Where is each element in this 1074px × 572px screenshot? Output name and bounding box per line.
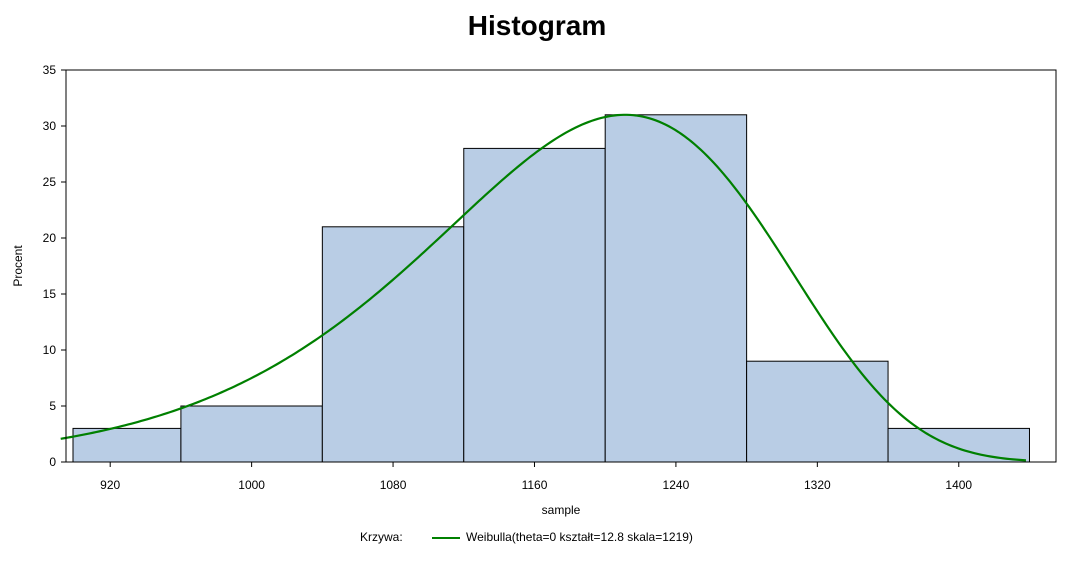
x-tick-label: 1080 [380,478,407,492]
chart-title: Histogram [467,10,607,41]
x-tick-label: 1240 [663,478,690,492]
y-tick-label: 5 [49,399,56,413]
x-tick-label: 1320 [804,478,831,492]
weibull-curve [60,113,1027,462]
y-tick-label: 0 [49,455,56,469]
y-tick-label: 25 [43,175,57,189]
y-axis-label: Procent [11,245,25,287]
legend-line-swatch [432,537,460,539]
y-tick-label: 10 [43,343,57,357]
y-tick-label: 15 [43,287,57,301]
histogram-bar [180,405,323,463]
legend-entry-weibull: Weibulla(theta=0 kształt=12.8 skala=1219… [466,530,693,544]
x-tick-label: 1000 [238,478,265,492]
legend: Krzywa: Weibulla(theta=0 kształt=12.8 sk… [0,528,1074,548]
x-tick-label: 1400 [945,478,972,492]
legend-title: Krzywa: [360,530,403,544]
histogram-bar [604,114,748,463]
histogram-bar [321,226,465,463]
histogram-bar [746,360,889,463]
plot-frame [65,69,1057,463]
x-axis-label: sample [542,503,581,517]
y-tick-label: 20 [43,231,57,245]
y-tick-label: 35 [43,63,57,77]
x-tick-label: 920 [100,478,120,492]
y-tick-label: 30 [43,119,57,133]
x-tick-label: 1160 [522,478,548,492]
histogram-bar [463,147,606,463]
histogram-bar [887,427,1030,463]
